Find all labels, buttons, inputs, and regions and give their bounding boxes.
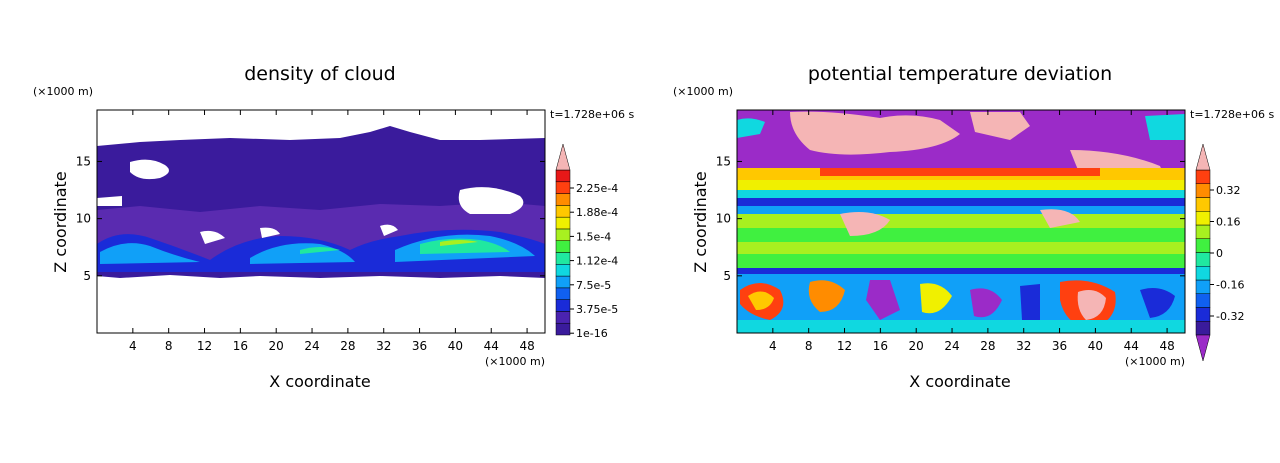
colorbar-extend-top bbox=[555, 143, 571, 171]
x-tick-label: 16 bbox=[233, 339, 248, 353]
colorbar-segment bbox=[1195, 211, 1211, 226]
colorbar-label: 0.32 bbox=[1216, 184, 1241, 197]
x-tick-label: 40 bbox=[448, 339, 463, 353]
chart-title: potential temperature deviation bbox=[808, 63, 1112, 85]
panel-potential-temperature: potential temperature deviation (×1000 m… bbox=[640, 0, 1280, 463]
time-label: t=1.728e+06 s bbox=[550, 108, 634, 121]
colorbar-segment bbox=[1195, 266, 1211, 281]
x-tick-label: 48 bbox=[1159, 339, 1174, 353]
x-tick-label: 36 bbox=[1052, 339, 1067, 353]
y-tick-label: 5 bbox=[83, 269, 91, 283]
plot-frame bbox=[736, 109, 1186, 334]
x-tick-label: 12 bbox=[837, 339, 852, 353]
colorbar-segment bbox=[1195, 307, 1211, 322]
colorbar-label: 1.12e-4 bbox=[576, 255, 618, 268]
x-tick-label: 28 bbox=[340, 339, 355, 353]
x-tick-label: 44 bbox=[1124, 339, 1139, 353]
x-axis-label: X coordinate bbox=[269, 372, 370, 391]
colorbar-segment bbox=[555, 193, 571, 206]
y-unit-label: (×1000 m) bbox=[33, 85, 93, 98]
colorbar-segment bbox=[555, 322, 571, 336]
y-axis-label: Z coordinate bbox=[691, 171, 710, 272]
colorbar-segment bbox=[555, 264, 571, 277]
panel-cloud-density: density of cloud (×1000 m) t=1.728e+06 s bbox=[33, 63, 634, 391]
theta-field bbox=[737, 110, 1185, 333]
x-tick-label: 8 bbox=[805, 339, 813, 353]
colorbar: 0.32 0.16 0 -0.16 -0.32 bbox=[1195, 143, 1244, 362]
x-tick-label: 32 bbox=[376, 339, 391, 353]
x-tick-label: 16 bbox=[873, 339, 888, 353]
x-tick-label: 44 bbox=[484, 339, 499, 353]
x-tick-label: 24 bbox=[944, 339, 959, 353]
colorbar-segment bbox=[555, 311, 571, 324]
y-tick-label: 15 bbox=[76, 154, 91, 168]
y-ticks: 5 10 15 bbox=[76, 154, 545, 283]
colorbar-label: -0.16 bbox=[1216, 279, 1244, 292]
colorbar-segment bbox=[1195, 293, 1211, 308]
x-unit-label: (×1000 m) bbox=[485, 355, 545, 368]
x-tick-label: 4 bbox=[769, 339, 777, 353]
x-tick-label: 20 bbox=[909, 339, 924, 353]
colorbar-segment bbox=[555, 252, 571, 265]
colorbar-segment bbox=[555, 299, 571, 312]
colorbar-label: 7.5e-5 bbox=[576, 279, 611, 292]
cloud-density-figure: density of cloud (×1000 m) t=1.728e+06 s bbox=[33, 63, 634, 391]
colorbar-segment bbox=[1195, 197, 1211, 212]
y-axis-label: Z coordinate bbox=[51, 171, 70, 272]
time-label: t=1.728e+06 s bbox=[1190, 108, 1274, 121]
colorbar-segment bbox=[555, 205, 571, 218]
x-tick-label: 12 bbox=[197, 339, 212, 353]
chart-title: density of cloud bbox=[244, 63, 396, 85]
colorbar-label: 0.16 bbox=[1216, 216, 1241, 229]
colorbar-label: 1.88e-4 bbox=[576, 206, 618, 219]
colorbar-segment bbox=[1195, 252, 1211, 267]
x-tick-label: 40 bbox=[1088, 339, 1103, 353]
colorbar: 2.25e-4 1.88e-4 1.5e-4 1.12e-4 7.5e-5 3.75e-5… bbox=[555, 143, 618, 340]
y-unit-label: (×1000 m) bbox=[673, 85, 733, 98]
colorbar-label: 0 bbox=[1216, 247, 1223, 260]
colorbar-label: -0.32 bbox=[1216, 310, 1244, 323]
colorbar-segment bbox=[1195, 183, 1211, 198]
x-tick-label: 28 bbox=[980, 339, 995, 353]
x-tick-label: 8 bbox=[165, 339, 173, 353]
y-tick-label: 10 bbox=[76, 212, 91, 226]
x-tick-label: 20 bbox=[269, 339, 284, 353]
x-unit-label: (×1000 m) bbox=[1125, 355, 1185, 368]
x-axis-label: X coordinate bbox=[909, 372, 1010, 391]
x-tick-label: 24 bbox=[304, 339, 319, 353]
colorbar-segment bbox=[555, 169, 571, 183]
colorbar-segment bbox=[1195, 169, 1211, 184]
colorbar-extend-top bbox=[1195, 143, 1211, 171]
y-tick-label: 10 bbox=[716, 212, 731, 226]
y-ticks: 5 10 15 bbox=[716, 154, 1185, 283]
colorbar-segment bbox=[1195, 238, 1211, 253]
y-tick-label: 15 bbox=[716, 154, 731, 168]
colorbar-segment bbox=[555, 287, 571, 300]
x-tick-label: 4 bbox=[129, 339, 137, 353]
colorbar-segment bbox=[1195, 321, 1211, 336]
x-ticks: 4 8 12 16 20 24 28 32 36 40 44 48 bbox=[769, 110, 1175, 353]
colorbar-segment bbox=[555, 228, 571, 241]
cloud-field bbox=[97, 110, 545, 333]
x-tick-label: 36 bbox=[412, 339, 427, 353]
x-tick-label: 32 bbox=[1016, 339, 1031, 353]
potential-temperature-figure: potential temperature deviation (×1000 m… bbox=[673, 63, 1274, 391]
colorbar-segment bbox=[555, 240, 571, 253]
colorbar-label: 1.5e-4 bbox=[576, 230, 611, 243]
y-tick-label: 5 bbox=[723, 269, 731, 283]
colorbar-segment bbox=[555, 181, 571, 194]
colorbar-label: 2.25e-4 bbox=[576, 182, 618, 195]
x-ticks: 4 8 12 16 20 24 28 32 36 40 44 48 bbox=[129, 110, 535, 353]
colorbar-extend-bottom bbox=[1195, 334, 1211, 362]
plot-frame bbox=[96, 109, 546, 334]
colorbar-label: 1e-16 bbox=[576, 327, 608, 340]
colorbar-label: 3.75e-5 bbox=[576, 303, 618, 316]
colorbar-segment bbox=[1195, 279, 1211, 294]
colorbar-segment bbox=[1195, 224, 1211, 239]
colorbar-segment bbox=[555, 216, 571, 230]
colorbar-segment bbox=[555, 275, 571, 289]
x-tick-label: 48 bbox=[519, 339, 534, 353]
